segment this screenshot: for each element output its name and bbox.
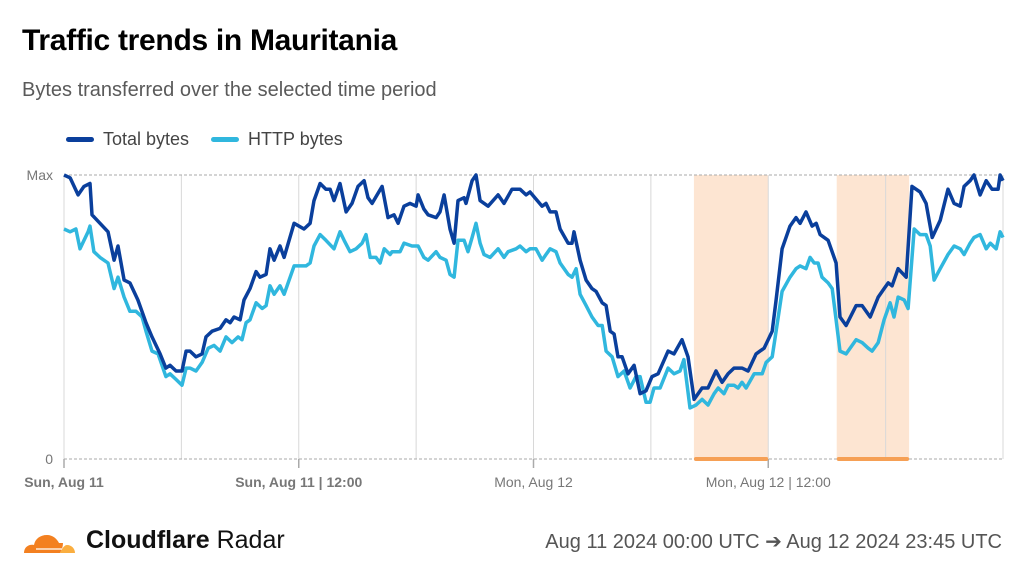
- x-tick-label: Sun, Aug 11 | 12:00: [235, 474, 362, 490]
- date-range: Aug 11 2024 00:00 UTC ➔ Aug 12 2024 23:4…: [545, 531, 1002, 553]
- legend-swatch-total: [66, 137, 94, 142]
- legend-label-http: HTTP bytes: [248, 129, 343, 149]
- y-tick-label: Max: [27, 167, 53, 183]
- legend-label-total: Total bytes: [103, 129, 190, 149]
- series-line-total-bytes: [63, 173, 1005, 402]
- legend-item-http-bytes[interactable]: HTTP bytes: [211, 129, 343, 150]
- highlight-region: [693, 175, 769, 459]
- x-tick-label: Mon, Aug 12: [494, 474, 573, 490]
- brand-name: Cloudflare: [86, 526, 210, 554]
- highlight-region: [836, 175, 910, 459]
- series-line-http-bytes: [63, 221, 1005, 410]
- cloudflare-cloud-icon: [24, 534, 75, 553]
- brand-product: Radar: [216, 526, 285, 554]
- legend-item-total-bytes[interactable]: Total bytes: [66, 129, 189, 150]
- x-tick-label: Sun, Aug 11: [24, 474, 104, 490]
- legend-swatch-http: [211, 137, 240, 142]
- y-tick-label: 0: [45, 451, 53, 467]
- x-tick-label: Mon, Aug 12 | 12:00: [706, 474, 831, 490]
- cloudflare-radar-logo: Cloudflare Radar: [22, 526, 285, 555]
- chart-legend: Total bytes HTTP bytes: [66, 129, 343, 150]
- page-title: Traffic trends in Mauritania: [22, 24, 398, 57]
- page-subtitle: Bytes transferred over the selected time…: [22, 79, 437, 101]
